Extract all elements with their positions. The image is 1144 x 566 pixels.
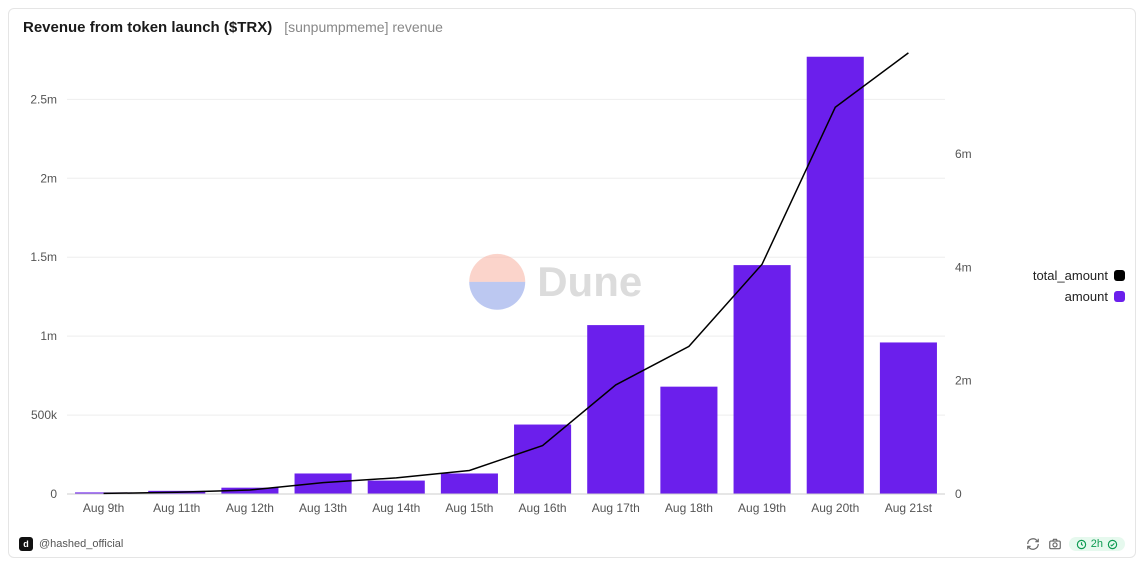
dune-logo-icon: d	[19, 537, 33, 551]
card-body: 0 500k 1m 1.5m 2m 2.5m 0 2m 4m 6m Dune Aug 9th Aug 1…	[9, 40, 1135, 531]
legend-item-total-amount[interactable]: total_amount	[1005, 268, 1125, 283]
legend-label: total_amount	[1033, 268, 1108, 283]
chart-title: Revenue from token launch ($TRX)	[23, 19, 272, 36]
freshness-text: 2h	[1091, 538, 1103, 550]
svg-text:6m: 6m	[955, 147, 972, 161]
svg-text:1m: 1m	[40, 329, 57, 343]
clock-icon	[1076, 539, 1087, 550]
svg-text:Aug 9th: Aug 9th	[83, 501, 124, 515]
svg-text:Dune: Dune	[537, 258, 642, 305]
chart-svg: 0 500k 1m 1.5m 2m 2.5m 0 2m 4m 6m Dune Aug 9th Aug 1…	[9, 40, 999, 528]
card-header: Revenue from token launch ($TRX) [sunpum…	[9, 9, 1135, 40]
chart-subtitle: [sunpumpmeme] revenue	[284, 19, 443, 35]
freshness-badge[interactable]: 2h	[1069, 537, 1125, 551]
svg-text:2.5m: 2.5m	[30, 92, 57, 106]
svg-text:Aug 20th: Aug 20th	[811, 501, 859, 515]
svg-text:2m: 2m	[955, 374, 972, 388]
legend-swatch	[1114, 270, 1125, 281]
svg-text:Aug 14th: Aug 14th	[372, 501, 420, 515]
svg-text:Aug 12th: Aug 12th	[226, 501, 274, 515]
svg-text:Aug 15th: Aug 15th	[445, 501, 493, 515]
svg-text:500k: 500k	[31, 408, 58, 422]
svg-text:1.5m: 1.5m	[30, 250, 57, 264]
check-circle-icon	[1107, 539, 1118, 550]
svg-text:0: 0	[50, 487, 57, 501]
svg-text:2m: 2m	[40, 171, 57, 185]
legend-swatch	[1114, 291, 1125, 302]
svg-text:0: 0	[955, 487, 962, 501]
svg-text:Aug 11th: Aug 11th	[153, 501, 200, 515]
chart-area: 0 500k 1m 1.5m 2m 2.5m 0 2m 4m 6m Dune Aug 9th Aug 1…	[9, 40, 1005, 531]
card-footer: d @hashed_official 2h	[9, 531, 1135, 557]
legend-item-amount[interactable]: amount	[1005, 289, 1125, 304]
chart-legend: total_amount amount	[1005, 40, 1135, 531]
svg-text:4m: 4m	[955, 260, 972, 274]
camera-icon[interactable]	[1047, 536, 1063, 552]
svg-text:Aug 16th: Aug 16th	[519, 501, 567, 515]
refresh-icon[interactable]	[1025, 536, 1041, 552]
legend-label: amount	[1065, 289, 1108, 304]
svg-text:Aug 18th: Aug 18th	[665, 501, 713, 515]
chart-card: Revenue from token launch ($TRX) [sunpum…	[8, 8, 1136, 558]
svg-text:Aug 13th: Aug 13th	[299, 501, 347, 515]
author-handle[interactable]: @hashed_official	[39, 538, 123, 550]
svg-text:Aug 17th: Aug 17th	[592, 501, 640, 515]
svg-text:Aug 19th: Aug 19th	[738, 501, 786, 515]
svg-text:Aug 21st: Aug 21st	[885, 501, 933, 515]
